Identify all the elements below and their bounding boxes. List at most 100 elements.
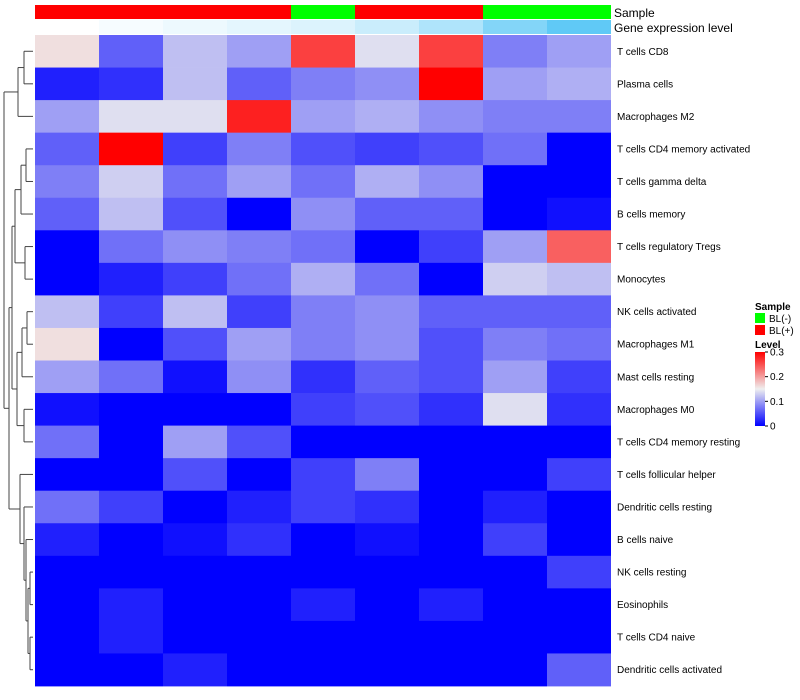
heatmap-cell — [419, 425, 483, 459]
heatmap-cell — [227, 588, 291, 622]
heatmap-cell — [35, 295, 99, 329]
row-label: Macrophages M2 — [617, 112, 695, 123]
heatmap-cell — [483, 67, 547, 101]
heatmap-cell — [99, 393, 163, 426]
legend-level-ticks: 0.3 0.2 0.1 0 — [765, 348, 784, 433]
heatmap-cells — [35, 35, 611, 687]
heatmap-cell — [355, 588, 419, 622]
annotation-cell-expression — [547, 20, 611, 34]
annotation-cell-sample — [99, 5, 163, 19]
row-labels: T cells CD8 Plasma cells Macrophages M2 T c… — [617, 47, 750, 676]
heatmap-cell — [547, 67, 611, 101]
heatmap-cell — [419, 588, 483, 622]
heatmap-cell — [35, 67, 99, 101]
heatmap-cell — [99, 425, 163, 459]
heatmap-cell — [483, 458, 547, 492]
row-label: T cells gamma delta — [617, 177, 707, 188]
heatmap-cell — [355, 230, 419, 264]
heatmap-cell — [419, 132, 483, 166]
heatmap-cell — [35, 425, 99, 459]
heatmap-cell — [163, 360, 227, 394]
row-label: Mast cells resting — [617, 372, 694, 383]
row-label: T cells regulatory Tregs — [617, 242, 721, 253]
heatmap-cell — [483, 230, 547, 264]
heatmap-cell — [35, 555, 99, 589]
heatmap-cell — [355, 360, 419, 394]
heatmap-cell — [291, 262, 355, 296]
heatmap-cell — [35, 588, 99, 622]
heatmap-cell — [419, 523, 483, 557]
heatmap-cell — [163, 393, 227, 426]
heatmap-cell — [227, 620, 291, 654]
heatmap-cell — [483, 425, 547, 459]
heatmap-cell — [35, 35, 99, 68]
heatmap-cell — [547, 588, 611, 622]
heatmap-cell — [227, 360, 291, 394]
heatmap-cell — [291, 35, 355, 68]
row-label: Eosinophils — [617, 600, 668, 611]
heatmap-cell — [547, 393, 611, 426]
annotation-cell-expression — [227, 20, 291, 34]
heatmap-cell — [483, 393, 547, 426]
heatmap-cell — [291, 425, 355, 459]
heatmap-cell — [99, 165, 163, 199]
heatmap-cell — [355, 620, 419, 654]
heatmap-cell — [291, 197, 355, 231]
heatmap-cell — [227, 327, 291, 361]
heatmap-cell — [227, 132, 291, 166]
heatmap-cell — [35, 393, 99, 426]
heatmap-cell — [227, 458, 291, 492]
heatmap-cell — [163, 35, 227, 68]
heatmap-cell — [419, 458, 483, 492]
heatmap-cell — [419, 327, 483, 361]
row-label: T cells CD4 memory activated — [617, 144, 750, 155]
heatmap-cell — [35, 230, 99, 264]
legend-sample-title: Sample — [755, 302, 791, 313]
heatmap-cell — [99, 490, 163, 524]
annotation-cell-expression — [163, 20, 227, 34]
heatmap-cell — [35, 100, 99, 134]
heatmap-cell — [99, 67, 163, 101]
annotation-cell-sample — [419, 5, 483, 19]
legend-level-title: Level — [755, 340, 781, 351]
heatmap-cell — [227, 100, 291, 134]
heatmap-cell — [419, 393, 483, 426]
annotation-cell-sample — [163, 5, 227, 19]
heatmap-cell — [227, 197, 291, 231]
legend-swatch-bl-pos — [755, 325, 765, 335]
heatmap-cell — [291, 230, 355, 264]
heatmap-cell — [99, 295, 163, 329]
heatmap-cell — [99, 100, 163, 134]
heatmap-cell — [35, 653, 99, 687]
heatmap-cell — [483, 523, 547, 557]
heatmap-cell — [419, 555, 483, 589]
heatmap-cell — [547, 262, 611, 296]
heatmap-cell — [35, 458, 99, 492]
heatmap-cell — [355, 132, 419, 166]
heatmap-cell — [355, 295, 419, 329]
heatmap-cell — [227, 393, 291, 426]
annotation-tracks — [35, 5, 611, 34]
annotation-cell-sample — [355, 5, 419, 19]
heatmap-cell — [99, 327, 163, 361]
heatmap-cell — [355, 35, 419, 68]
heatmap-cell — [35, 262, 99, 296]
heatmap-cell — [483, 555, 547, 589]
heatmap-cell — [483, 360, 547, 394]
heatmap-cell — [483, 165, 547, 199]
heatmap-cell — [355, 165, 419, 199]
heatmap-cell — [99, 35, 163, 68]
heatmap-cell — [483, 197, 547, 231]
heatmap-cell — [227, 425, 291, 459]
heatmap-cell — [483, 35, 547, 68]
heatmap-cell — [163, 425, 227, 459]
heatmap-cell — [483, 588, 547, 622]
heatmap-cell — [99, 588, 163, 622]
annotation-cell-expression — [419, 20, 483, 34]
heatmap-cell — [419, 165, 483, 199]
annotation-cell-sample — [483, 5, 547, 19]
annotation-cell-expression — [291, 20, 355, 34]
heatmap-cell — [163, 555, 227, 589]
heatmap-cell — [35, 197, 99, 231]
heatmap-cell — [99, 458, 163, 492]
